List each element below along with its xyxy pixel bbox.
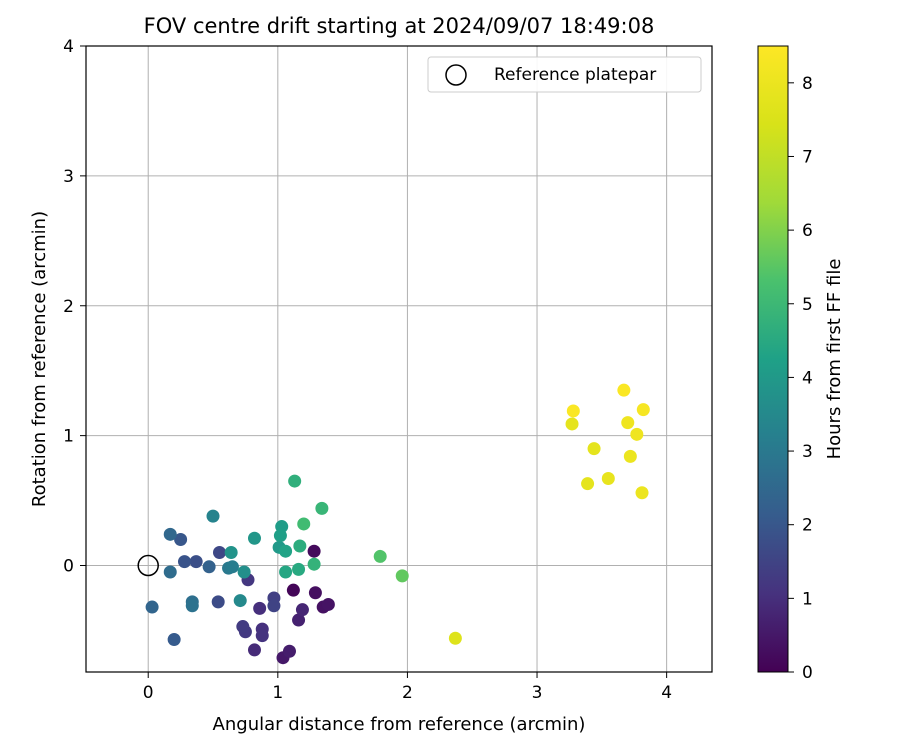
data-point bbox=[395, 569, 409, 583]
data-point bbox=[253, 601, 267, 615]
x-tick-label: 2 bbox=[402, 683, 413, 703]
data-point bbox=[288, 474, 302, 488]
colorbar-tick-label: 1 bbox=[802, 589, 813, 609]
colorbar-tick-label: 4 bbox=[802, 368, 813, 388]
data-point bbox=[636, 403, 650, 417]
colorbar-tick-label: 3 bbox=[802, 442, 813, 462]
data-points bbox=[145, 383, 650, 665]
plot-frame bbox=[85, 45, 713, 673]
data-point bbox=[292, 562, 306, 576]
data-point bbox=[224, 546, 238, 560]
data-point bbox=[273, 529, 287, 543]
data-point bbox=[279, 544, 293, 558]
data-point bbox=[145, 600, 159, 614]
x-tick-label: 3 bbox=[532, 683, 543, 703]
data-point bbox=[315, 501, 329, 515]
data-point bbox=[566, 404, 580, 418]
data-point bbox=[174, 533, 188, 547]
data-point bbox=[587, 442, 601, 456]
legend-box bbox=[427, 56, 702, 93]
data-point bbox=[178, 555, 192, 569]
data-point bbox=[255, 629, 269, 643]
legend-marker bbox=[445, 64, 467, 86]
data-point bbox=[233, 594, 247, 608]
data-point bbox=[247, 531, 261, 545]
data-point bbox=[295, 603, 309, 617]
colorbar-tick-label: 7 bbox=[802, 147, 813, 167]
data-point bbox=[623, 449, 637, 463]
y-axis-ticks: 0 1 2 3 4 bbox=[63, 37, 86, 577]
y-tick-label: 4 bbox=[63, 37, 74, 57]
x-tick-label: 0 bbox=[143, 683, 154, 703]
data-point bbox=[307, 544, 321, 558]
colorbar-tick-label: 8 bbox=[802, 74, 813, 94]
data-point bbox=[247, 643, 261, 657]
data-point bbox=[307, 557, 321, 571]
reference-marker bbox=[137, 554, 159, 577]
data-point bbox=[185, 599, 199, 613]
data-point bbox=[163, 565, 177, 579]
data-point bbox=[225, 560, 239, 574]
data-point bbox=[321, 597, 335, 611]
colorbar-ticks: 0 1 2 3 4 5 6 7 8 bbox=[788, 74, 813, 683]
data-point bbox=[297, 517, 311, 531]
data-point bbox=[373, 549, 387, 563]
colorbar-tick-label: 2 bbox=[802, 516, 813, 536]
legend-label: Reference platepar bbox=[494, 65, 656, 85]
x-axis-label: Angular distance from reference (arcmin) bbox=[213, 714, 586, 735]
data-point bbox=[237, 565, 251, 579]
y-tick-label: 2 bbox=[63, 297, 74, 317]
data-point bbox=[236, 620, 250, 634]
data-point bbox=[292, 613, 306, 627]
data-point bbox=[167, 633, 181, 647]
chart-title: FOV centre drift starting at 2024/09/07 … bbox=[144, 14, 655, 38]
data-point bbox=[206, 509, 220, 523]
data-point bbox=[448, 631, 462, 645]
data-point bbox=[617, 383, 631, 397]
x-tick-label: 4 bbox=[661, 683, 672, 703]
data-point bbox=[630, 427, 644, 441]
data-point bbox=[189, 555, 203, 569]
data-point bbox=[267, 599, 281, 613]
x-tick-label: 1 bbox=[272, 683, 283, 703]
data-point bbox=[621, 416, 635, 430]
data-point bbox=[565, 417, 579, 431]
data-point bbox=[635, 486, 649, 500]
colorbar-tick-label: 0 bbox=[802, 663, 813, 683]
data-point bbox=[163, 527, 177, 541]
y-tick-label: 0 bbox=[63, 557, 74, 577]
colorbar-gradient bbox=[757, 45, 789, 673]
data-point bbox=[282, 644, 296, 658]
data-point bbox=[212, 546, 226, 560]
data-point bbox=[293, 539, 307, 553]
y-axis-label: Rotation from reference (arcmin) bbox=[29, 211, 50, 507]
data-point bbox=[601, 471, 615, 485]
data-point bbox=[211, 595, 225, 609]
data-point bbox=[279, 565, 293, 579]
data-point bbox=[308, 586, 322, 600]
legend: Reference platepar bbox=[427, 56, 702, 93]
colorbar-tick-label: 5 bbox=[802, 295, 813, 315]
colorbar: 0 1 2 3 4 5 6 7 8 Hours from first FF file bbox=[757, 45, 845, 683]
y-tick-label: 3 bbox=[63, 167, 74, 187]
data-point bbox=[581, 477, 595, 491]
colorbar-tick-label: 6 bbox=[802, 221, 813, 241]
y-tick-label: 1 bbox=[63, 427, 74, 447]
data-point bbox=[286, 583, 300, 597]
x-axis-ticks: 0 1 2 3 4 bbox=[143, 672, 672, 703]
data-point bbox=[202, 560, 216, 574]
colorbar-label: Hours from first FF file bbox=[824, 259, 845, 460]
